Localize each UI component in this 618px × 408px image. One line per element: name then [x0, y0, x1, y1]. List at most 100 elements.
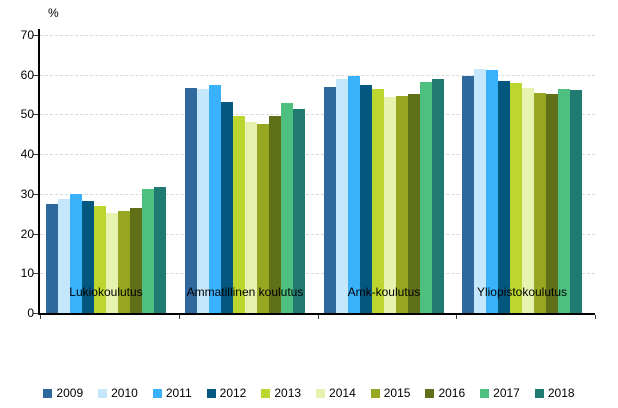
- legend-label-2014: 2014: [329, 386, 356, 400]
- bar-2013-lukiokoulutus: [94, 206, 106, 313]
- gridline-50: [40, 114, 595, 116]
- bar-2013-yliopistokoulutus: [510, 83, 522, 313]
- y-axis-label-60: 60: [20, 67, 34, 82]
- bar-2011-ammatillinen-koulutus: [209, 85, 221, 313]
- legend-swatch-2017: [480, 388, 490, 398]
- legend-label-2010: 2010: [111, 386, 138, 400]
- x-axis-category-label-1: Lukiokoulutus: [69, 285, 143, 299]
- legend-item-2010: 2010: [98, 386, 138, 400]
- bar-2017-lukiokoulutus: [142, 189, 154, 313]
- bar-2014-yliopistokoulutus: [522, 88, 534, 313]
- y-axis-tick-30: [33, 193, 38, 195]
- bar-2016-lukiokoulutus: [130, 208, 142, 313]
- legend-label-2018: 2018: [547, 386, 575, 400]
- legend-swatch-2014: [316, 388, 326, 398]
- y-axis-unit-label: %: [48, 6, 59, 20]
- bar-2017-amk-koulutus: [420, 82, 432, 313]
- bar-2017-yliopistokoulutus: [558, 89, 570, 313]
- bar-2015-amk-koulutus: [396, 96, 408, 313]
- legend-swatch-2016: [425, 388, 435, 398]
- bar-2011-amk-koulutus: [348, 76, 360, 313]
- bar-2010-amk-koulutus: [336, 79, 348, 313]
- bar-2016-amk-koulutus: [408, 94, 420, 313]
- bar-2010-lukiokoulutus: [58, 199, 70, 313]
- y-axis-tick-0: [33, 313, 38, 314]
- x-axis-tick-1: [179, 315, 180, 319]
- legend-label-2009: 2009: [56, 386, 84, 400]
- x-axis-tick-2: [318, 315, 319, 319]
- y-axis-label-20: 20: [20, 226, 34, 241]
- legend-swatch-2011: [152, 388, 162, 398]
- legend-item-2013: 2013: [261, 386, 301, 400]
- plot-area: [33, 29, 596, 319]
- bar-2014-lukiokoulutus: [106, 213, 118, 313]
- legend-item-2009: 2009: [43, 386, 83, 400]
- legend-item-2017: 2017: [480, 386, 520, 400]
- bar-2011-yliopistokoulutus: [486, 70, 498, 313]
- y-axis-label-30: 30: [20, 186, 34, 201]
- legend-item-2012: 2012: [206, 386, 247, 400]
- bar-2016-yliopistokoulutus: [546, 94, 558, 313]
- bar-2015-lukiokoulutus: [118, 211, 130, 313]
- y-axis-tick-70: [33, 35, 38, 36]
- gridline-20: [40, 233, 595, 235]
- bar-group-lukiokoulutus: [46, 187, 166, 313]
- legend-label-2016: 2016: [438, 386, 466, 400]
- legend-label-2013: 2013: [274, 386, 302, 400]
- legend-label-2017: 2017: [493, 386, 520, 400]
- bar-2012-ammatillinen-koulutus: [221, 102, 233, 313]
- y-axis-line: [38, 29, 40, 315]
- bar-2011-lukiokoulutus: [70, 194, 82, 313]
- x-axis-tick-4: [595, 315, 596, 319]
- legend-item-2016: 2016: [425, 386, 465, 400]
- legend-swatch-2009: [43, 388, 53, 398]
- y-axis-tick-10: [33, 273, 38, 275]
- y-axis-tick-50: [33, 114, 38, 116]
- legend-swatch-2015: [370, 388, 380, 398]
- y-axis-tick-20: [33, 233, 38, 235]
- y-axis-tick-60: [33, 74, 38, 76]
- gridline-60: [40, 74, 595, 76]
- bar-2015-yliopistokoulutus: [534, 93, 546, 313]
- gridline-10: [40, 273, 595, 275]
- bar-2018-ammatillinen-koulutus: [293, 109, 305, 313]
- bar-2009-lukiokoulutus: [46, 204, 58, 313]
- x-axis-tick-0: [40, 315, 41, 319]
- legend-item-2018: 2018: [534, 386, 575, 400]
- bar-2015-ammatillinen-koulutus: [257, 124, 269, 313]
- y-axis-label-50: 50: [20, 107, 34, 122]
- bar-group-ammatillinen-koulutus: [185, 85, 305, 313]
- gridline-40: [40, 154, 595, 156]
- bar-group-yliopistokoulutus: [462, 69, 582, 313]
- bar-2009-ammatillinen-koulutus: [185, 88, 197, 313]
- gridline-30: [40, 193, 595, 195]
- bar-2018-yliopistokoulutus: [570, 90, 582, 313]
- bar-2012-lukiokoulutus: [82, 201, 94, 313]
- legend-item-2015: 2015: [370, 386, 410, 400]
- x-axis-category-label-3: Amk-koulutus: [347, 285, 421, 299]
- x-axis-category-label-4: Yliopistokoulutus: [476, 285, 568, 299]
- legend-swatch-2010: [98, 388, 108, 398]
- gridline-70: [40, 35, 595, 36]
- x-axis-tick-3: [456, 315, 457, 319]
- y-axis-label-40: 40: [20, 147, 34, 162]
- legend-swatch-2013: [261, 388, 271, 398]
- y-axis-label-10: 10: [20, 266, 34, 281]
- bar-2010-yliopistokoulutus: [474, 69, 486, 313]
- bar-2017-ammatillinen-koulutus: [281, 103, 293, 313]
- x-axis-category-label-2: Ammatillinen koulutus: [186, 285, 304, 299]
- legend-label-2011: 2011: [165, 386, 192, 400]
- legend-swatch-2018: [534, 388, 544, 398]
- bar-2013-amk-koulutus: [372, 89, 384, 313]
- y-axis-tick-40: [33, 154, 38, 156]
- bar-2018-amk-koulutus: [432, 79, 444, 313]
- bar-2010-ammatillinen-koulutus: [197, 89, 209, 313]
- bar-2009-amk-koulutus: [324, 87, 336, 313]
- bar-2009-yliopistokoulutus: [462, 76, 474, 313]
- legend-item-2014: 2014: [316, 386, 356, 400]
- bar-group-amk-koulutus: [324, 76, 444, 313]
- x-axis-line: [38, 313, 595, 315]
- bar-2012-amk-koulutus: [360, 85, 372, 313]
- legend-label-2012: 2012: [219, 386, 247, 400]
